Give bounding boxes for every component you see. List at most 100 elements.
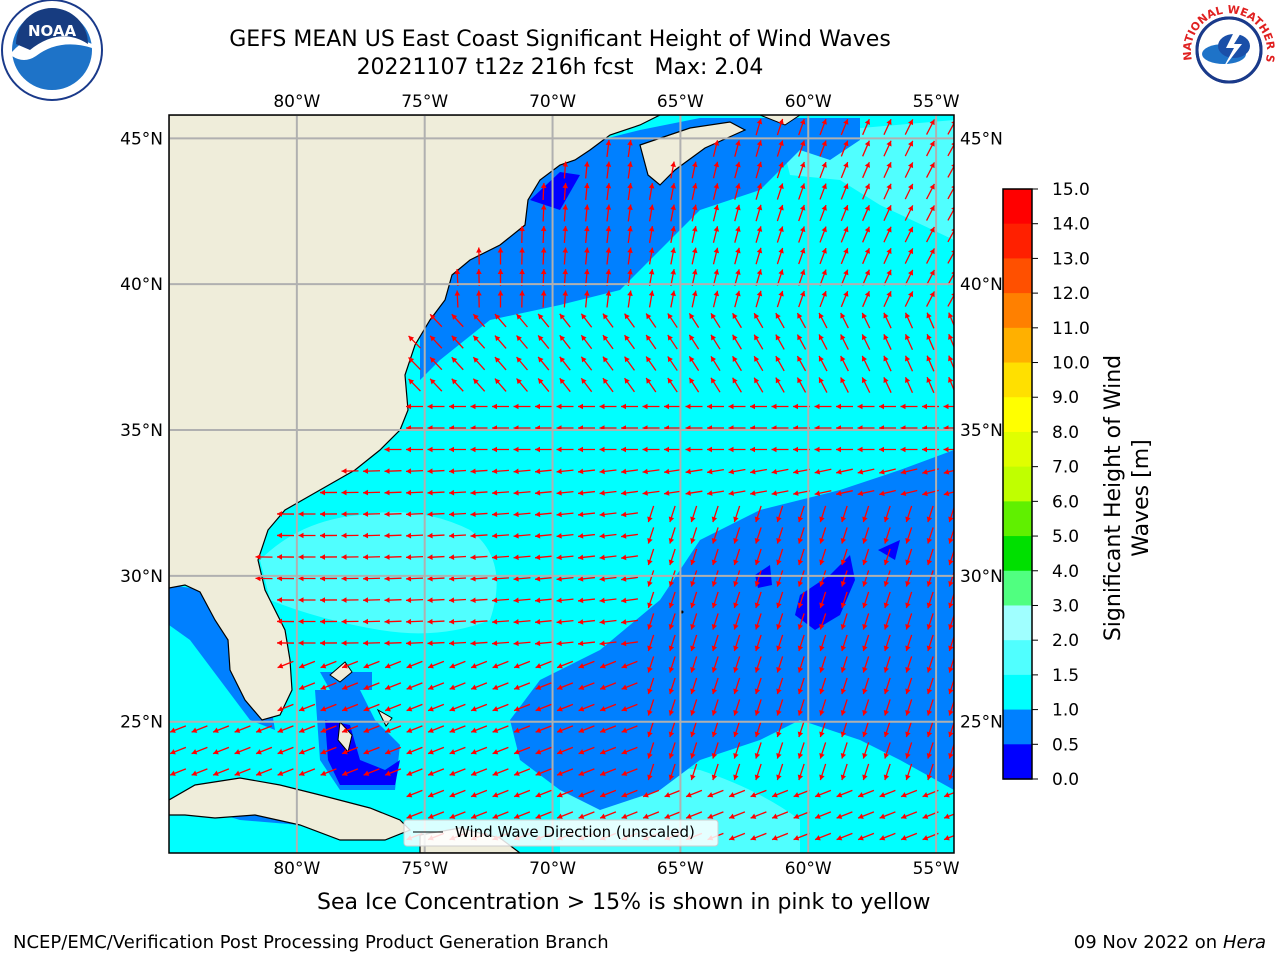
wave-arrow: [405, 532, 424, 539]
wave-arrow: [476, 268, 482, 287]
wave-arrow: [728, 403, 746, 410]
wave-arrow: [668, 613, 676, 630]
map-frame: [168, 114, 955, 854]
wave-arrow: [883, 226, 892, 243]
wave-arrow: [212, 725, 230, 733]
wave-arrow: [621, 789, 638, 798]
wave-arrow: [664, 811, 681, 819]
wave-arrow: [234, 746, 251, 755]
wave-arrow: [470, 703, 488, 712]
wave-arrow: [691, 247, 698, 265]
wave-arrow: [904, 376, 914, 394]
wave-arrow: [771, 811, 789, 819]
colorbar-swatch: [1003, 501, 1032, 537]
wave-arrow: [647, 699, 655, 716]
wave-arrow: [775, 355, 785, 372]
wave-arrow: [712, 226, 720, 243]
wave-arrow: [819, 118, 827, 136]
wave-arrow: [406, 660, 423, 669]
wave-arrow: [620, 554, 639, 561]
wave-arrow: [599, 660, 617, 669]
wave-arrow: [734, 247, 741, 265]
wave-arrow: [448, 511, 467, 518]
wave-arrow: [535, 703, 552, 712]
wave-arrow: [277, 725, 294, 733]
wave-arrow: [513, 597, 531, 604]
wave-arrow: [793, 832, 810, 841]
wave-arrow: [862, 699, 870, 716]
wave-arrow: [534, 619, 553, 625]
wave-arrow: [857, 446, 875, 453]
wave-arrow: [734, 161, 741, 179]
wave-arrow: [819, 247, 827, 265]
wave-arrow: [363, 703, 380, 712]
wave-arrow: [732, 377, 742, 393]
wave-arrow: [470, 468, 488, 475]
wave-arrow: [556, 682, 574, 690]
wave-arrow: [670, 290, 676, 308]
wave-arrow: [341, 468, 359, 474]
wave-arrow: [733, 763, 741, 781]
wave-arrow: [534, 640, 553, 647]
wave-arrow: [492, 403, 509, 410]
wave-arrow: [427, 597, 445, 603]
wave-arrow: [384, 682, 402, 690]
wave-arrow: [212, 768, 230, 776]
lat-tick-label: 40°N: [120, 275, 163, 295]
colorbar-swatch: [1003, 536, 1032, 572]
wave-arrow: [599, 703, 617, 712]
wave-arrow: [556, 660, 574, 669]
wave-arrow: [728, 490, 746, 496]
wave-arrow: [710, 355, 721, 372]
wave-arrow: [341, 640, 359, 646]
wave-arrow: [516, 378, 528, 392]
wave-arrow: [797, 591, 805, 609]
wave-arrow: [449, 725, 466, 733]
wave-arrow: [793, 446, 810, 453]
wave-arrow: [819, 226, 827, 243]
wave-arrow: [904, 119, 914, 135]
wave-arrow: [470, 725, 488, 733]
wave-arrow: [667, 356, 678, 371]
wave-arrow: [556, 511, 574, 518]
wave-arrow: [491, 618, 510, 625]
wave-arrow: [883, 548, 891, 566]
wave-arrow: [384, 725, 402, 733]
wave-arrow: [904, 140, 914, 157]
wave-arrow: [427, 703, 445, 712]
wave-arrow: [926, 634, 934, 652]
wave-arrow: [298, 511, 316, 517]
wave-arrow: [755, 247, 763, 265]
wave-arrow: [470, 575, 488, 582]
wave-arrow: [605, 290, 612, 308]
wave-arrow: [470, 682, 488, 690]
wave-arrow: [943, 835, 954, 841]
wave-arrow: [861, 377, 871, 393]
wave-arrow: [819, 763, 827, 781]
wave-arrow: [448, 489, 467, 496]
wave-arrow: [578, 403, 595, 410]
wave-arrow: [599, 554, 617, 561]
wave-arrow: [926, 312, 935, 329]
wave-arrow: [627, 161, 633, 179]
wave-arrow: [798, 161, 806, 179]
wave-arrow: [670, 269, 676, 286]
wave-arrow: [562, 225, 569, 244]
wave-arrow: [298, 532, 316, 539]
wave-arrow: [341, 532, 359, 539]
wave-arrow: [796, 355, 807, 372]
wave-arrow: [556, 703, 574, 712]
wave-arrow: [883, 591, 891, 609]
wave-arrow: [513, 490, 531, 496]
wave-arrow: [814, 403, 832, 410]
wave-arrow: [362, 532, 381, 539]
wave-arrow: [836, 403, 853, 410]
wave-arrow: [862, 505, 870, 523]
wave-arrow: [926, 248, 935, 264]
wave-arrow: [169, 725, 187, 733]
wave-arrow: [667, 334, 678, 350]
wave-arrow: [472, 313, 486, 328]
colorbar-swatch: [1003, 293, 1032, 329]
wave-arrow: [513, 446, 531, 453]
render-date-text: 09 Nov 2022 on: [1073, 932, 1218, 953]
